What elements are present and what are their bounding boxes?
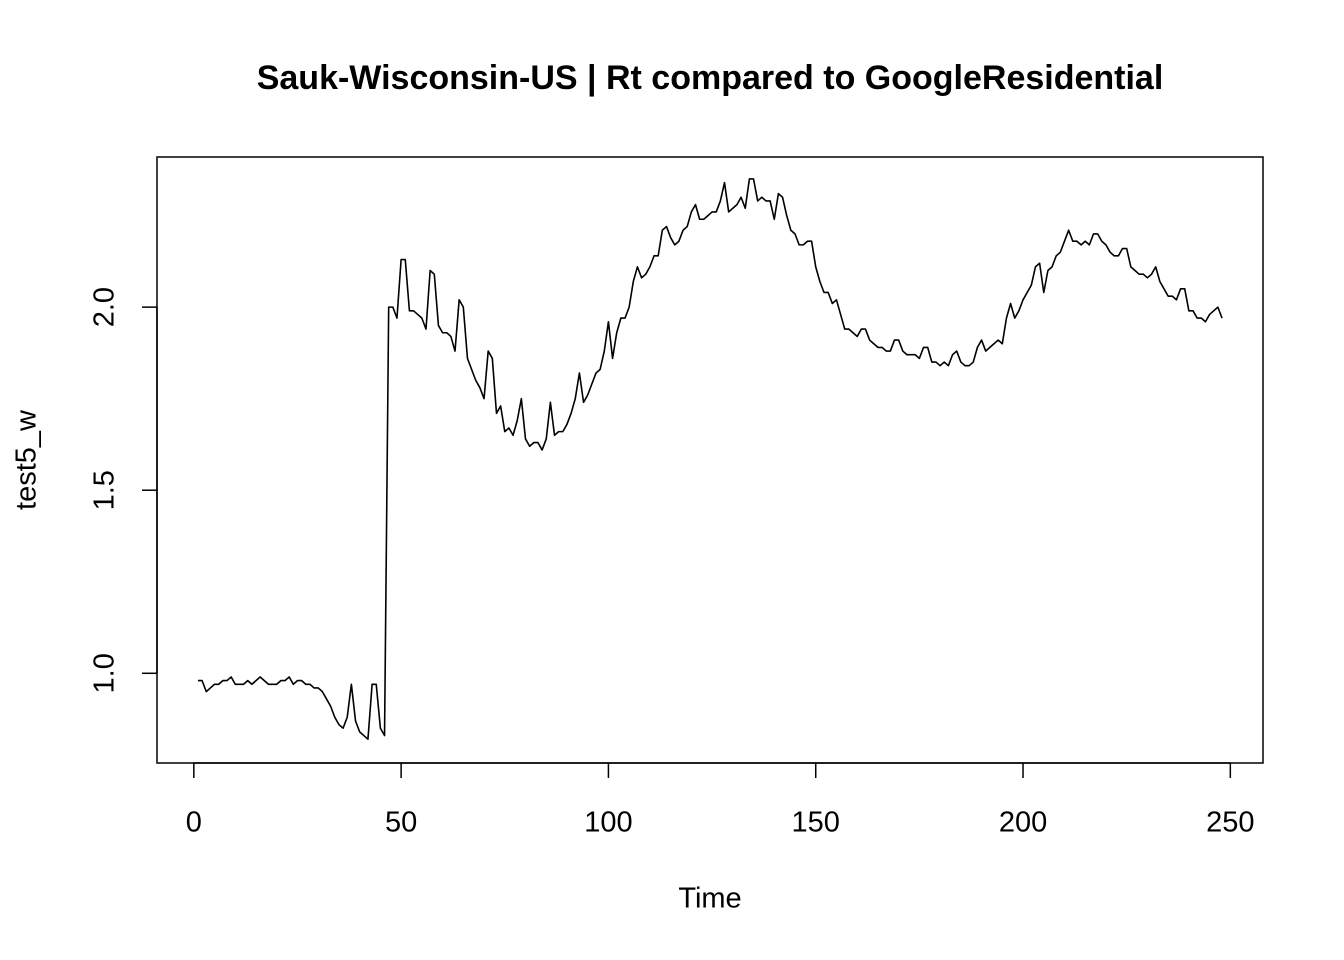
y-tick-label: 1.0 (89, 653, 121, 693)
x-tick-label: 200 (999, 807, 1047, 839)
y-tick-label: 2.0 (89, 287, 121, 327)
x-tick-label: 100 (584, 807, 632, 839)
x-tick-label: 250 (1206, 807, 1254, 839)
x-tick-label: 150 (792, 807, 840, 839)
data-line (197, 178, 1223, 740)
y-tick-label: 1.5 (89, 470, 121, 510)
x-tick-label: 50 (385, 807, 417, 839)
chart-title: Sauk-Wisconsin-US | Rt compared to Googl… (257, 59, 1164, 97)
x-axis-label: Time (678, 883, 741, 915)
x-tick-label: 0 (186, 807, 202, 839)
y-axis-label: test5_w (11, 409, 43, 510)
